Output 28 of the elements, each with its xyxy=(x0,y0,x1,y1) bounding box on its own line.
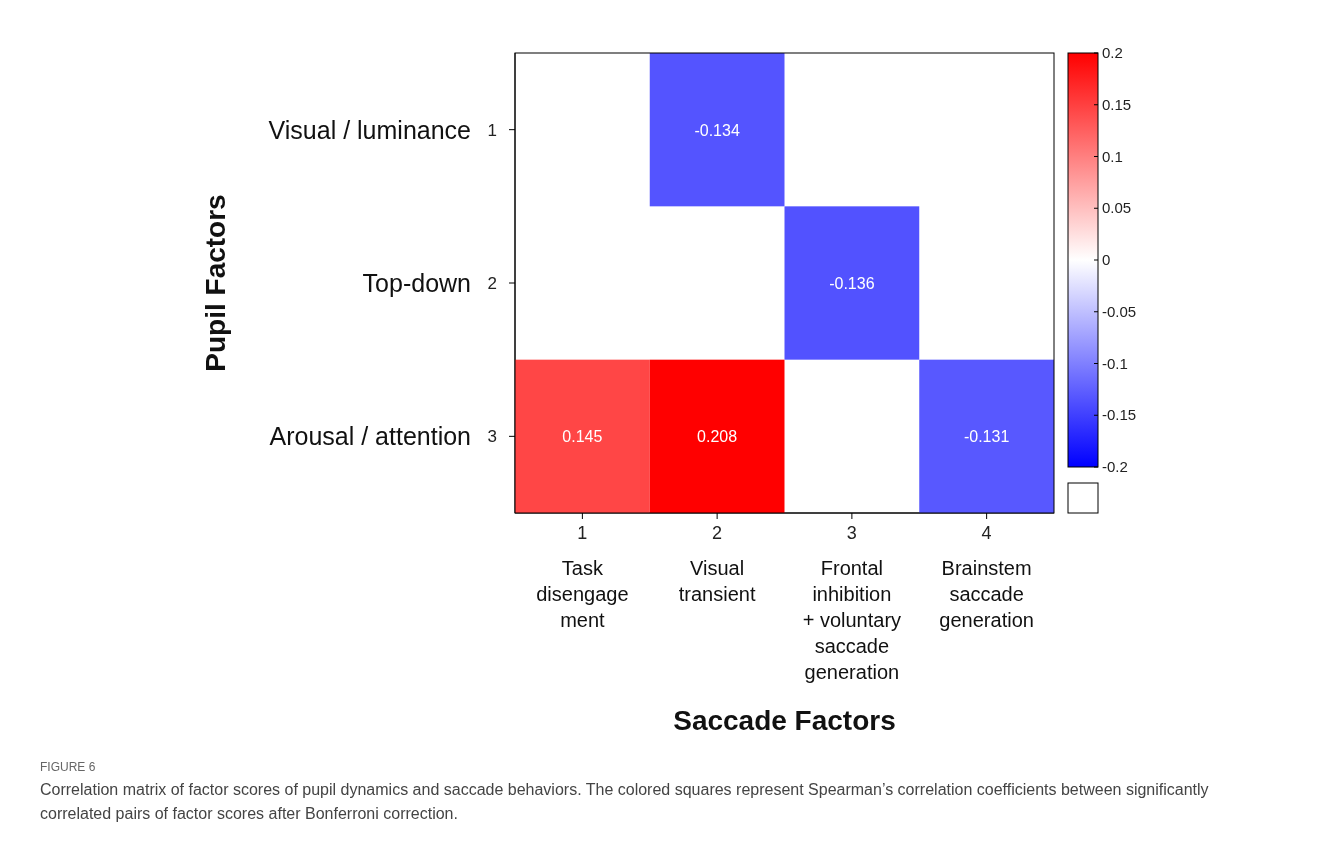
data-label: 0.145 xyxy=(562,428,603,446)
data-label: 0.208 xyxy=(697,428,738,446)
y2-tick-label: 2 xyxy=(487,274,497,293)
y-axis-title: Pupil Factors xyxy=(200,194,231,372)
y-tick-label: Visual / luminance xyxy=(268,115,471,144)
color-bar-label: 0.1 xyxy=(1102,147,1123,165)
data-label: -0.131 xyxy=(963,428,1010,446)
x-tick-label: 3 Frontal inhibition + voluntary saccade generation xyxy=(802,523,902,683)
y2-tick-label: 1 xyxy=(487,120,497,140)
color-bar-label: -0.05 xyxy=(1102,302,1137,320)
caption: FIGURE 6 xyxy=(40,760,96,774)
data-label: -0.134 xyxy=(694,121,740,139)
color-bar-label: -0.2 xyxy=(1102,458,1128,475)
x-tick-label: 1 Task disengage ment xyxy=(536,523,629,631)
color-bar-label: 0 xyxy=(1102,251,1111,268)
x-tick-label: 4 Brainstem saccade generation xyxy=(939,523,1034,631)
x-axis-title: Saccade Factors xyxy=(673,705,896,736)
data-label: -0.136 xyxy=(829,275,875,292)
color-bar-label: 0.05 xyxy=(1102,199,1132,217)
color-bar-label: 0.15 xyxy=(1102,95,1132,113)
color-bar-label: -0.15 xyxy=(1102,406,1137,424)
y-tick-label: Arousal / attention xyxy=(269,422,471,451)
y-tick-label: Top-down xyxy=(362,269,471,297)
color-bar-label: -0.1 xyxy=(1102,354,1128,372)
color-bar-label: 0.2 xyxy=(1102,44,1123,61)
y2-tick-label: 3 xyxy=(487,427,497,447)
x-tick-label: 2 Visual transient xyxy=(678,523,756,605)
text: Correlation matrix of factor scores of pupil dynamics and saccade behaviors. The colored squares represent Spearman’s correlation coefficients between significantly correlated pairs of factor scores after Bonferroni correction. xyxy=(40,780,1210,824)
